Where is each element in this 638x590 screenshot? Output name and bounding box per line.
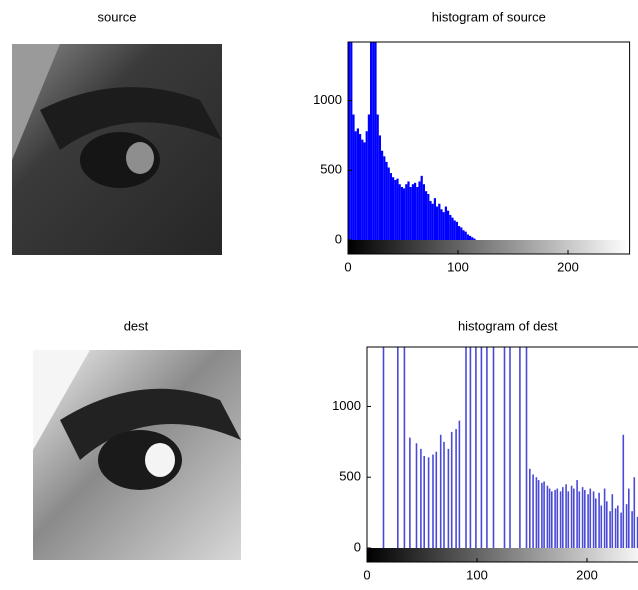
dest-image [33, 350, 241, 560]
bar [414, 183, 416, 240]
plot-area [384, 265, 638, 548]
bar [425, 191, 427, 240]
bar [451, 218, 453, 240]
bar [352, 115, 354, 240]
source-image [12, 44, 222, 255]
colorbar [367, 548, 638, 562]
bar [372, 0, 374, 240]
x-tick-label: 0 [363, 567, 370, 582]
x-tick-label: 100 [447, 259, 469, 274]
bar [363, 142, 365, 240]
bar [436, 207, 438, 240]
bar [440, 209, 442, 240]
bar [467, 234, 469, 240]
bar [377, 115, 379, 240]
bar [416, 187, 418, 240]
y-tick-label: 1000 [313, 92, 342, 107]
bar [394, 180, 396, 240]
page: source dest histogram of source050010000… [0, 0, 638, 590]
bar [460, 227, 462, 240]
bar [412, 184, 414, 240]
x-tick-label: 200 [557, 259, 579, 274]
image-title: source [97, 9, 136, 24]
bar [405, 184, 407, 240]
bar [427, 194, 429, 240]
bar [449, 215, 451, 240]
axes-frame [367, 347, 638, 562]
bar [458, 226, 460, 240]
bar [368, 115, 370, 240]
y-tick-label: 500 [320, 162, 342, 177]
bar [350, 31, 352, 240]
bar [381, 151, 383, 240]
bar [447, 211, 449, 240]
y-tick-label: 0 [354, 539, 361, 554]
y-tick-label: 1000 [332, 398, 361, 413]
bar [432, 204, 434, 240]
bar [473, 239, 475, 240]
bar [388, 167, 390, 240]
colorbar [348, 240, 630, 254]
bar [454, 220, 456, 240]
bar [355, 131, 357, 240]
bar [390, 173, 392, 240]
bar [370, 0, 372, 240]
x-tick-label: 0 [344, 259, 351, 274]
bar [429, 201, 431, 240]
bar [357, 128, 359, 240]
bar [399, 184, 401, 240]
chart-title: histogram of source [432, 9, 546, 24]
bar [366, 131, 368, 240]
bar [410, 187, 412, 240]
bar [374, 17, 376, 240]
x-tick-label: 200 [576, 567, 598, 582]
bar [401, 187, 403, 240]
bar [465, 232, 467, 240]
bar [471, 237, 473, 240]
bar [421, 176, 423, 240]
bar [407, 181, 409, 240]
bar [385, 162, 387, 240]
bar [403, 188, 405, 240]
x-tick-label: 100 [466, 567, 488, 582]
bar [418, 181, 420, 240]
bar [438, 204, 440, 240]
y-tick-label: 0 [335, 231, 342, 246]
bar [443, 212, 445, 240]
bar [462, 230, 464, 240]
bar [423, 184, 425, 240]
y-tick-label: 500 [339, 469, 361, 484]
bar [379, 135, 381, 240]
bar [383, 156, 385, 240]
bar [445, 207, 447, 240]
bar [392, 177, 394, 240]
bar [396, 179, 398, 240]
chart-title: histogram of dest [458, 318, 558, 333]
bar [359, 134, 361, 240]
bar [434, 198, 436, 240]
bar [361, 140, 363, 240]
figure: source dest histogram of source050010000… [0, 0, 638, 590]
plot-area [348, 0, 476, 240]
bar [469, 236, 471, 240]
bar [456, 222, 458, 240]
image-title: dest [124, 318, 149, 333]
